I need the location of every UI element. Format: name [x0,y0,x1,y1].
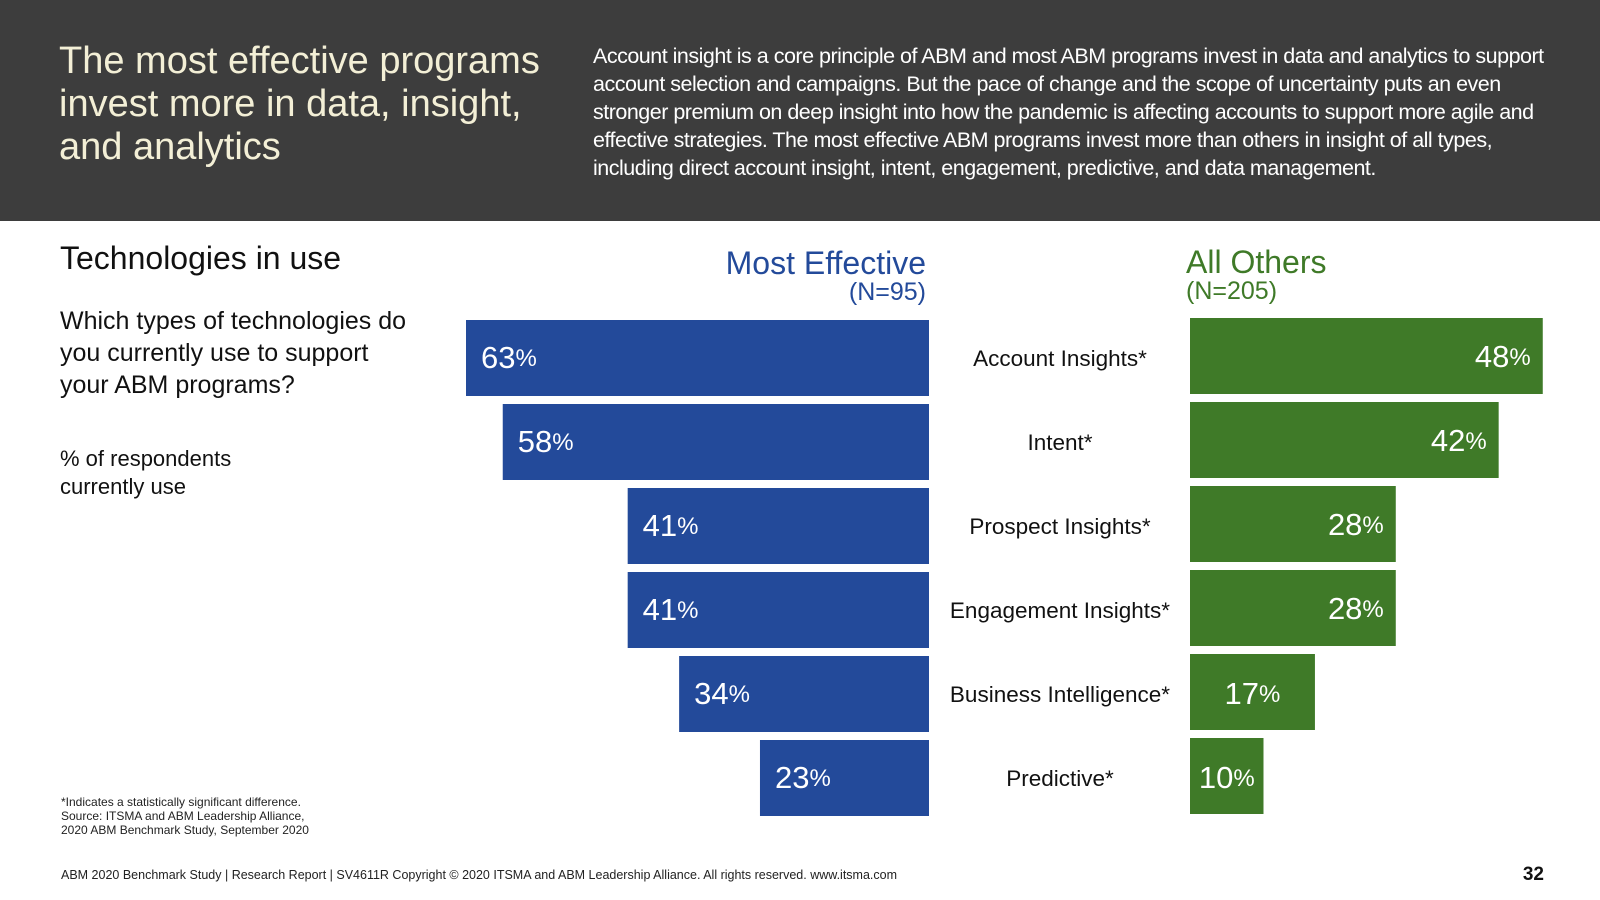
value-label-all-others: 42% [1431,423,1487,458]
category-label: Business Intelligence* [950,682,1170,707]
value-label-all-others: 28% [1328,591,1384,626]
intro-paragraph: Account insight is a core principle of A… [593,44,1544,180]
survey-question: Which types of technologies do you curre… [60,307,407,399]
value-label-all-others: 17% [1225,676,1281,711]
bar-all-others [1190,738,1264,814]
bar-most-effective [627,488,929,564]
value-label-all-others: 28% [1328,507,1384,542]
series-n-all-others: (N=205) [1186,277,1277,305]
value-label-all-others: 48% [1475,339,1531,374]
bar-all-others [1190,486,1396,562]
category-label: Account Insights* [973,346,1147,371]
bar-most-effective [502,404,929,480]
series-n-most-effective: (N=95) [849,278,926,306]
footer-copyright: ABM 2020 Benchmark Study | Research Repo… [61,868,898,882]
series-title-all-others: All Others [1186,244,1326,280]
category-label: Prospect Insights* [969,514,1151,539]
value-label-most-effective: 23% [775,760,831,795]
value-label-most-effective: 41% [643,508,699,543]
header-banner: The most effective programs invest more … [0,0,1600,221]
footnote: *Indicates a statistically significant d… [61,795,381,837]
page-number: 32 [1522,864,1544,885]
value-label-most-effective: 41% [643,592,699,627]
page-title: The most effective programs invest more … [59,40,540,168]
value-label-most-effective: 34% [694,676,750,711]
bar-most-effective [679,656,929,732]
bar-all-others [1190,318,1543,394]
value-label-most-effective: 58% [518,424,574,459]
series-title-most-effective: Most Effective [726,245,926,281]
bar-most-effective [466,320,929,396]
category-label: Engagement Insights* [950,598,1170,623]
footnote-source-line2: 2020 ABM Benchmark Study, September 2020 [61,823,309,837]
bar-all-others [1190,402,1499,478]
value-label-most-effective: 63% [481,340,537,375]
category-label: Predictive* [1006,766,1114,791]
footnote-source-line1: Source: ITSMA and ABM Leadership Allianc… [61,809,305,823]
footnote-significance: *Indicates a statistically significant d… [61,795,301,809]
value-label-all-others: 10% [1199,760,1255,795]
section-title: Technologies in use [60,240,342,276]
category-label: Intent* [1027,430,1092,455]
bar-most-effective [759,740,929,816]
bar-all-others [1190,570,1396,646]
bar-all-others [1190,654,1315,730]
unit-note: % of respondents currently use [60,446,232,499]
bar-most-effective [627,572,929,648]
